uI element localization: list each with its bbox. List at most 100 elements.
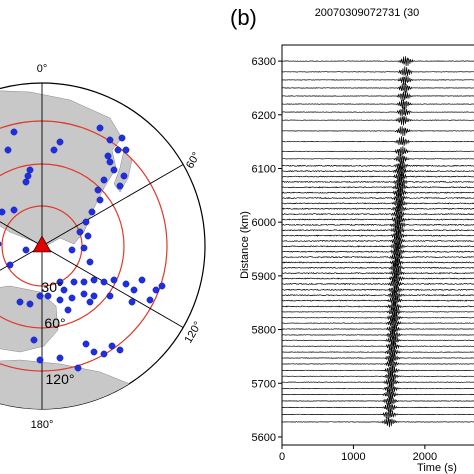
station-marker: [56, 278, 64, 286]
y-tick-label: 6200: [252, 110, 276, 122]
seismogram-trace: [281, 136, 474, 146]
station-marker: [82, 218, 90, 226]
station-marker: [118, 134, 126, 142]
x-tick-label: 2000: [413, 451, 437, 463]
station-marker: [76, 228, 84, 236]
station-marker: [6, 261, 14, 269]
y-axis-label: Distance (km): [239, 211, 251, 279]
y-tick-label: 5900: [252, 271, 276, 283]
panel-a-map: 0° 60° 120° 180° 30° 60° 120°: [0, 63, 206, 431]
seismogram-trace: [281, 82, 474, 93]
seismogram-trace: [281, 307, 474, 318]
seismogram-trace: [281, 199, 474, 209]
ring-label-30: 30°: [41, 279, 62, 295]
station-marker: [138, 276, 146, 284]
seismogram-trace: [281, 409, 474, 420]
station-marker: [90, 276, 98, 284]
seismogram-trace: [282, 279, 474, 289]
y-tick-label: 6000: [252, 217, 276, 229]
seismogram-trace: [281, 272, 474, 283]
seismogram-trace: [281, 329, 474, 340]
station-marker: [82, 340, 90, 348]
station-marker: [116, 182, 124, 190]
seismogram-trace: [282, 192, 474, 203]
station-marker: [122, 146, 130, 154]
station-marker: [10, 128, 18, 136]
seismogram-trace: [281, 289, 474, 300]
station-marker: [88, 208, 96, 216]
seismogram-trace: [281, 296, 474, 307]
y-tick-label: 6300: [252, 56, 276, 68]
station-marker: [122, 280, 130, 288]
seismogram-trace: [281, 395, 474, 406]
seismogram-trace: [281, 300, 474, 311]
x-tick-label: 0: [279, 451, 285, 463]
seismogram-trace: [281, 340, 474, 351]
station-marker: [80, 290, 88, 298]
seismogram-trace: [281, 268, 474, 279]
station-marker: [80, 278, 88, 286]
station-marker: [44, 292, 52, 300]
seismogram-trace: [281, 284, 474, 296]
x-axis-label: Time (s): [417, 462, 457, 474]
ring-label-60: 60°: [44, 315, 65, 331]
seismogram-trace: [281, 66, 474, 77]
seismogram-trace: [281, 383, 474, 393]
station-marker: [158, 282, 166, 290]
station-marker: [64, 306, 72, 314]
station-marker: [80, 244, 88, 252]
station-marker: [110, 276, 118, 284]
station-marker: [22, 178, 30, 186]
seismogram-trace: [282, 402, 474, 413]
station-marker: [96, 196, 104, 204]
seismogram-trace: [281, 90, 474, 102]
station-marker: [120, 172, 128, 180]
seismogram-trace: [282, 146, 474, 157]
station-markers: [0, 124, 166, 372]
seismogram-trace: [281, 226, 474, 236]
station-marker: [36, 292, 44, 300]
seismogram-trace: [281, 257, 474, 268]
station-marker: [56, 296, 64, 304]
station-marker: [10, 206, 18, 214]
station-marker: [86, 298, 94, 306]
station-marker: [4, 146, 12, 154]
seismogram-trace: [281, 176, 474, 187]
seismogram-trace: [281, 390, 474, 400]
y-tick-label: 5800: [252, 325, 276, 337]
seismogram-trace: [281, 245, 474, 257]
station-marker: [90, 292, 98, 300]
station-marker: [26, 166, 34, 174]
seismogram-trace: [281, 115, 474, 126]
station-marker: [106, 158, 114, 166]
plot-frame: [281, 44, 474, 446]
station-marker: [22, 246, 30, 254]
seismogram-trace: [281, 154, 474, 165]
station-marker: [106, 292, 114, 300]
y-tick-label: 5600: [252, 432, 276, 444]
station-marker: [70, 278, 78, 286]
station-marker: [128, 298, 136, 306]
seismogram-trace: [281, 106, 474, 117]
seismogram-traces: [281, 56, 474, 428]
station-marker: [16, 298, 24, 306]
y-axis-ticks: 5600 5700 5800 5900 6000 6100 6200 6300: [252, 56, 282, 444]
station-marker: [146, 296, 154, 304]
seismogram-trace: [281, 378, 474, 388]
seismogram-trace: [281, 336, 474, 346]
station-marker: [90, 348, 98, 356]
land-australia: [0, 285, 59, 353]
seismogram-trace: [281, 99, 474, 110]
y-tick-label: 6100: [252, 163, 276, 175]
station-marker: [86, 258, 94, 266]
seismogram-trace: [281, 358, 474, 369]
station-marker: [60, 286, 68, 294]
station-marker: [26, 300, 34, 308]
station-marker: [100, 278, 108, 286]
seismogram-trace: [281, 229, 474, 240]
event-marker: [32, 235, 52, 253]
station-marker: [56, 138, 64, 146]
seismogram-trace: [281, 365, 474, 376]
panel-b-record-section: (b) 20070309072731 (30 5600 5700 5800 5900 6…: [230, 5, 474, 474]
